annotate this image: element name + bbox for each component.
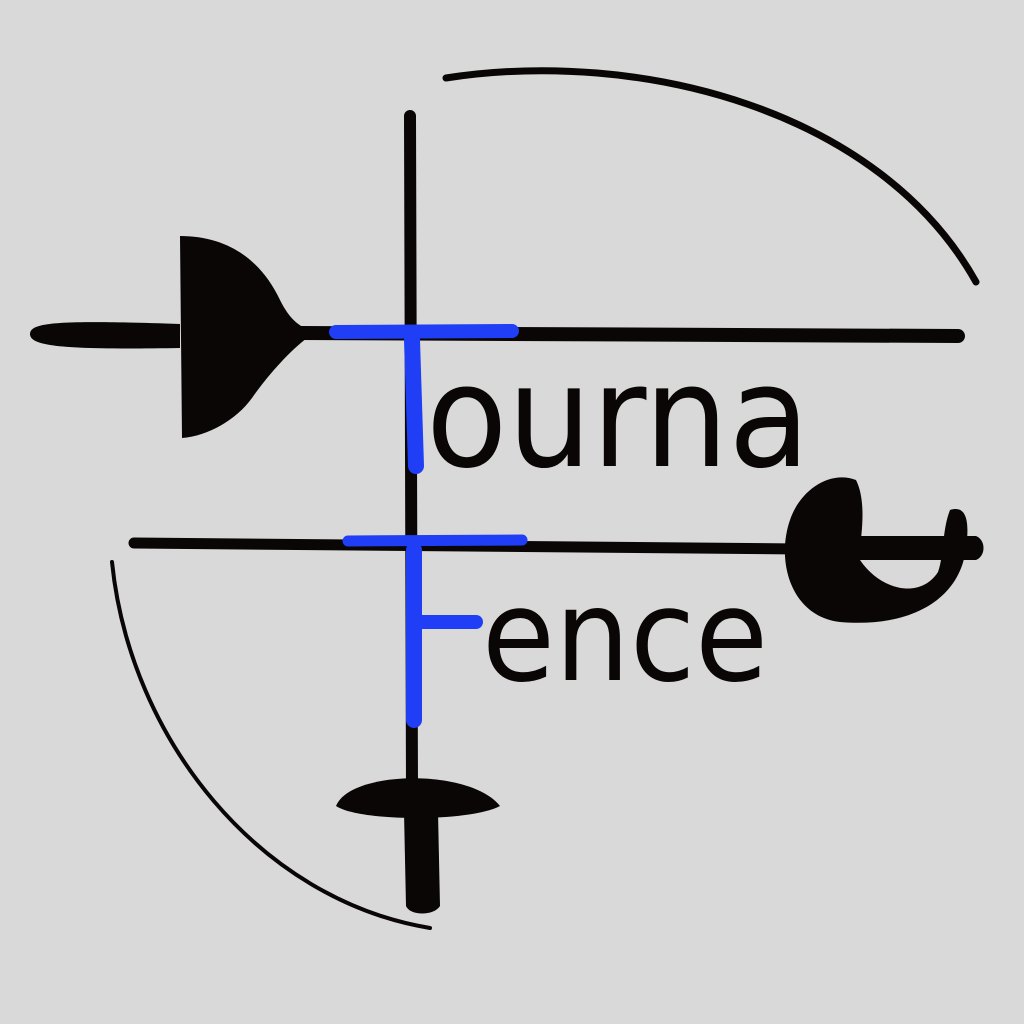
word-bottom-rest: ence (482, 562, 768, 711)
sabre-guard-icon (784, 477, 968, 623)
sabre-grip-icon (856, 536, 984, 560)
top-epee-grip-icon (30, 322, 180, 349)
vertical-foil-guard-icon (336, 778, 500, 818)
vertical-foil-grip-icon (404, 812, 440, 914)
accent-stem-top (404, 332, 424, 474)
accent-bar-middle (342, 534, 528, 547)
top-epee-guard-icon (180, 236, 316, 438)
arc-lower-left (110, 560, 432, 930)
middle-sabre-blade (128, 537, 806, 555)
word-top-rest: ourna (426, 335, 810, 500)
accent-bar-top (329, 324, 519, 339)
arc-upper-right (442, 67, 980, 286)
